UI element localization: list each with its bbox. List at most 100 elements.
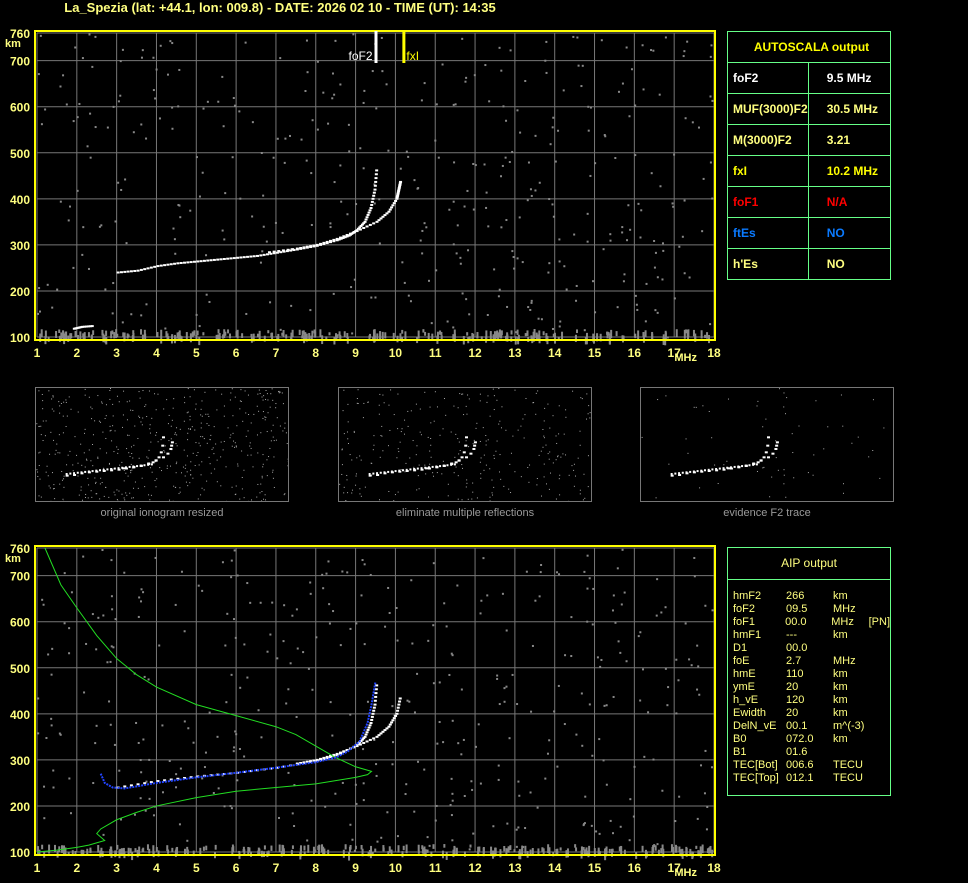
y-tick-label: 760 xyxy=(10,27,30,41)
o-trace-point xyxy=(199,260,203,263)
aip-cell: 120 xyxy=(786,694,805,706)
thumb-trace-point xyxy=(162,436,165,439)
o-trace-point xyxy=(374,180,378,183)
o-trace-point xyxy=(239,256,243,259)
x-trace-point xyxy=(377,219,381,222)
o-trace xyxy=(116,169,379,274)
o-trace-point xyxy=(216,258,220,261)
o-trace-point xyxy=(374,695,378,698)
autoscala-value: NO xyxy=(807,217,892,249)
o-trace-point xyxy=(123,785,127,788)
thumbnail-f2-trace xyxy=(640,387,894,502)
o-trace-point xyxy=(249,255,253,258)
o-trace-point xyxy=(189,261,193,264)
x-trace-point xyxy=(399,180,403,183)
x-trace-point xyxy=(390,206,394,209)
x-trace xyxy=(267,180,403,254)
x-trace-point xyxy=(277,250,281,253)
o-trace-point xyxy=(173,262,177,265)
o-trace-point xyxy=(169,263,173,266)
x-trace-point xyxy=(286,248,290,251)
e-trace-point xyxy=(90,325,94,328)
thumb-trace-point xyxy=(726,467,730,470)
autoscala-row: M(3000)F2 3.21 xyxy=(727,124,892,156)
x-trace-point xyxy=(299,246,303,249)
ionogram-chart: 1 2 3 4 5 6 7 8 9 10 11 12 13 14 15 16 17 18MHz1002003004… xyxy=(5,27,721,364)
o-trace-point xyxy=(373,188,377,191)
thumb-trace-point xyxy=(722,468,726,471)
e-trace-point xyxy=(88,325,92,328)
o-trace-point xyxy=(246,255,250,258)
aip-cell: km xyxy=(833,707,848,719)
autoscala-label: h'Es xyxy=(727,248,809,280)
o-trace-point xyxy=(289,249,293,252)
thumb-trace-point xyxy=(170,444,174,447)
marker-label: foF2 xyxy=(348,49,372,63)
autoscala-row: h'Es NO xyxy=(727,248,892,280)
e-trace-point xyxy=(86,325,90,328)
x-trace-point xyxy=(365,225,369,228)
aip-cell: [PN] xyxy=(868,616,891,628)
thumb-trace-point xyxy=(457,459,461,462)
autoscala-label: ftEs xyxy=(727,217,809,249)
x-trace-point xyxy=(397,187,401,190)
aip-cell: 00.1 xyxy=(786,720,808,732)
x-trace-point xyxy=(312,759,316,762)
o-trace-point xyxy=(367,211,371,214)
aip-cell: km xyxy=(833,733,848,745)
thumb-trace-point xyxy=(121,467,125,470)
thumb-trace-point xyxy=(759,459,763,462)
aip-row: hmF1 --- km xyxy=(728,629,890,642)
x-trace-point xyxy=(267,251,271,254)
thumb-trace-point xyxy=(715,469,719,472)
thumb-trace-point xyxy=(102,470,106,472)
o-trace-point xyxy=(375,684,379,687)
aip-cell: foF1 xyxy=(733,616,756,628)
x-trace xyxy=(295,697,402,765)
x-tick-label: 2 xyxy=(73,346,80,360)
x-tick-label: 17 xyxy=(667,346,681,360)
o-trace-point xyxy=(368,209,372,212)
x-trace-point xyxy=(396,194,400,197)
page-title: La_Spezia (lat: +44.1, lon: 009.8) - DAT… xyxy=(64,0,496,15)
o-trace-point xyxy=(196,260,200,263)
x-trace-point xyxy=(396,191,400,194)
o-trace-point xyxy=(232,257,236,260)
x-tick-label: 5 xyxy=(193,346,200,360)
thumb-trace-point xyxy=(424,467,428,470)
aip-cell: km xyxy=(833,681,848,693)
aip-row: D1 00.0 xyxy=(728,642,890,655)
o-trace-point xyxy=(176,777,180,780)
marker-foF2 xyxy=(374,31,378,63)
aip-output-panel: AIP output hmF2 266 km foF2 09.5 MHz foF1 00.0 M… xyxy=(727,547,891,796)
thumb-trace-point xyxy=(157,456,161,459)
aip-cell: 00.0 xyxy=(785,616,807,628)
y-tick-label: 760 xyxy=(10,542,30,556)
x-tick-label: 14 xyxy=(548,861,562,875)
x-trace-point xyxy=(387,725,391,728)
autoscala-value: 10.2 MHz xyxy=(807,155,892,187)
aip-row: foF1 00.0 MHz [PN] xyxy=(728,616,890,629)
o-trace-point xyxy=(325,242,329,245)
x-tick-label: 11 xyxy=(429,861,442,875)
o-trace-point xyxy=(163,779,167,782)
x-trace-point xyxy=(388,723,392,726)
autoscala-row: fxI 10.2 MHz xyxy=(727,155,892,187)
o-trace-point xyxy=(359,224,363,227)
autoscala-value: N/A xyxy=(807,186,892,218)
x-trace-point xyxy=(379,217,383,220)
x-tick-label: 8 xyxy=(312,861,319,875)
x-tick-label: 6 xyxy=(233,346,240,360)
o-trace-point xyxy=(322,757,326,760)
thumb-trace-point xyxy=(454,461,458,464)
x-trace-point xyxy=(319,757,323,760)
aip-cell: DelN_vE xyxy=(733,720,777,732)
x-trace-point xyxy=(391,204,395,207)
x-trace-point xyxy=(302,761,306,764)
thumb-trace-point xyxy=(764,451,768,454)
x-trace-point xyxy=(385,727,389,730)
o-trace-point xyxy=(374,173,378,176)
x-trace-point xyxy=(398,700,402,703)
thumb-trace-point xyxy=(767,436,770,439)
o-trace-point xyxy=(183,776,187,779)
